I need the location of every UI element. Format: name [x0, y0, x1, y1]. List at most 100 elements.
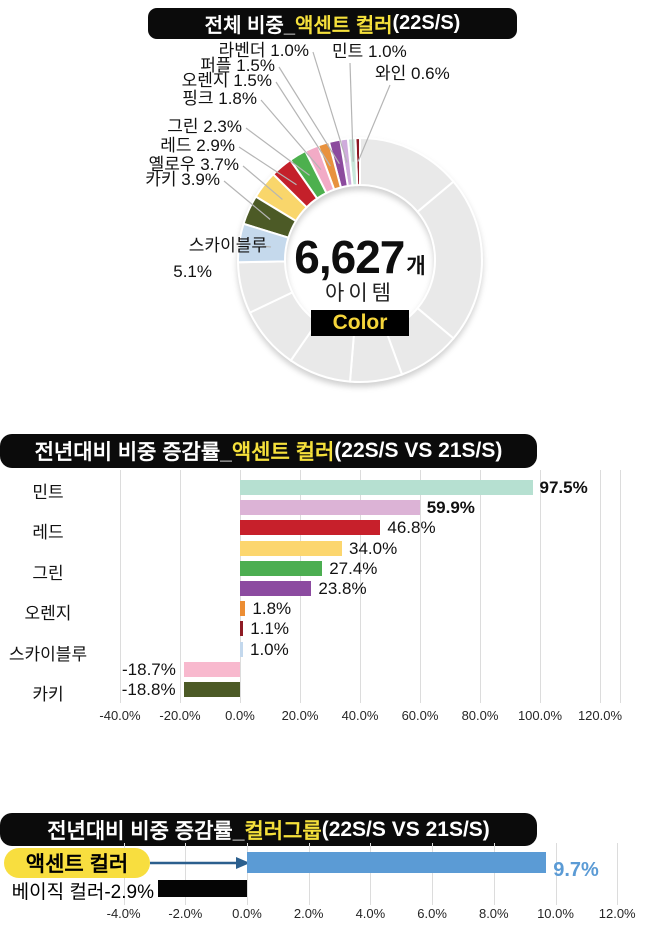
chart2-value-label: -18.8%	[121, 680, 176, 699]
chart3-title-bar: 전년대비 비중 증감률_ 컬러그룹 (22S/S VS 21S/S)	[0, 813, 537, 846]
chart2-value-label: 34.0%	[349, 538, 398, 558]
chart2-gridline	[420, 470, 421, 703]
chart2-axis-tick: -40.0%	[99, 708, 141, 723]
chart3-title-suffix: (22S/S VS 21S/S)	[321, 817, 490, 841]
item-count: 6,627	[294, 231, 405, 283]
chart1-title-bar: 전체 비중_ 액센트 컬러 (22S/S)	[148, 8, 517, 39]
donut-center-label: 6,627개 아이템 Color	[260, 231, 460, 337]
chart2-title-prefix: 전년대비 비중 증감률_	[34, 441, 232, 464]
donut-label-카키: 카키 3.9%	[145, 170, 220, 189]
chart3-axis-tick: 4.0%	[355, 906, 386, 921]
chart3-title-highlight: 컬러그룹	[244, 819, 322, 843]
item-count-unit: 개	[406, 255, 426, 278]
donut-leader-line	[242, 165, 283, 200]
chart2-category-스카이블루: 스카이블루	[8, 644, 88, 664]
chart3-gridline	[493, 843, 495, 905]
chart2-gridline	[120, 470, 121, 703]
donut-leader-line	[357, 84, 391, 162]
chart2-bar-오렌지	[240, 601, 246, 617]
chart3-gridline	[617, 843, 619, 905]
color-badge: Color	[310, 310, 410, 337]
chart2-axis-tick: 80.0%	[461, 708, 499, 723]
chart2-title-highlight: 액센트 컬러	[231, 441, 335, 464]
chart2-bar-민트	[240, 480, 533, 495]
donut-leader-line	[238, 146, 297, 186]
donut-label-그린: 그린 2.3%	[167, 117, 242, 136]
chart2-category-카키: 카키	[32, 685, 64, 704]
chart3-axis-tick: 12.0%	[598, 906, 636, 921]
chart2-value-label: 1.1%	[250, 619, 290, 639]
chart2-category-민트: 민트	[32, 483, 64, 502]
donut-label-핑크: 핑크 1.8%	[182, 89, 257, 108]
chart2-value-label: 97.5%	[539, 478, 588, 497]
donut-label-퍼플: 퍼플 1.5%	[200, 56, 275, 75]
chart2-gridline	[600, 470, 601, 703]
accent-color-callout: 액센트 컬러	[4, 848, 150, 878]
arrow-to-bar	[150, 857, 250, 869]
chart2-axis-tick: 40.0%	[341, 708, 379, 723]
donut-slice-스카이블루	[236, 222, 290, 264]
chart3-accent-value: 9.7%	[553, 859, 599, 881]
chart3-bar-basic	[157, 880, 247, 897]
chart2-bar-7	[240, 621, 244, 637]
accent-change-plot: -40.0% -20.0% 0.0% 20.0% 40.0% 60.0% 80.0% 100.…	[0, 470, 650, 725]
chart2-value-label: 1.8%	[252, 599, 292, 619]
donut-leader-line	[223, 180, 271, 220]
chart3-axis-tick: -4.0%	[106, 906, 141, 921]
donut-leader-line	[275, 81, 331, 167]
donut-label-민트: 민트 1.0%	[332, 42, 407, 61]
chart3-axis-tick: 0.0%	[232, 906, 262, 921]
chart2-bar-5	[240, 581, 312, 596]
chart3-basic-label: 베이직 컬러-2.9%	[11, 882, 154, 903]
chart1-title-highlight: 액센트 컬러	[294, 15, 393, 37]
donut-leader-line	[260, 99, 322, 170]
chart2-axis-tick: 60.0%	[401, 708, 439, 723]
chart3-axis-tick: 2.0%	[293, 906, 324, 921]
chart3-bar-accent	[247, 852, 547, 873]
chart2-value-label: 23.8%	[318, 579, 367, 598]
chart2-gridline	[480, 470, 481, 703]
chart3-title-prefix: 전년대비 비중 증감률_	[47, 819, 245, 843]
chart3-gridline	[555, 843, 557, 905]
chart2-bar-카키	[183, 682, 240, 697]
donut-label-오렌지: 오렌지 1.5%	[182, 71, 272, 90]
chart2-value-label: 59.9%	[426, 498, 475, 518]
donut-label-와인: 와인 0.6%	[375, 64, 450, 83]
chart2-category-그린: 그린	[32, 563, 64, 583]
chart2-bar-스카이블루	[240, 641, 243, 657]
chart2-category-레드: 레드	[32, 523, 64, 543]
chart3-gridline	[185, 843, 187, 905]
donut-label-레드: 레드 2.9%	[160, 136, 235, 155]
chart1-title-prefix: 전체 비중_	[204, 15, 295, 37]
chart2-axis-tick: 120.0%	[577, 708, 623, 723]
chart2-axis-tick: -20.0%	[159, 708, 201, 723]
donut-leader-line	[349, 62, 354, 162]
chart2-axis-tick: 0.0%	[225, 708, 255, 723]
chart2-value-label: 46.8%	[387, 518, 436, 538]
donut-leader-line	[278, 66, 340, 165]
chart3-gridline	[247, 843, 248, 905]
donut-leader-line	[312, 51, 348, 163]
chart2-bar-1	[240, 500, 420, 516]
chart2-value-label: 27.4%	[329, 558, 378, 578]
chart2-bar-레드	[240, 520, 381, 536]
chart3-axis-tick: 10.0%	[537, 906, 574, 921]
chart2-value-label: 1.0%	[250, 639, 289, 659]
chart3-axis-tick: 8.0%	[478, 906, 509, 921]
chart2-title-bar: 전년대비 비중 증감률_ 액센트 컬러 (22S/S VS 21S/S)	[0, 434, 537, 468]
chart2-bar-그린	[240, 560, 323, 576]
chart2-gridline	[540, 470, 541, 703]
chart1-title-suffix: (22S/S)	[392, 12, 461, 34]
chart3-axis-tick: 6.0%	[417, 906, 447, 921]
donut-chart: 와인 0.6% 민트 1.0% 라벤더 1.0%퍼플 1.5%오렌지 1.5%핑크 …	[145, 41, 483, 383]
donut-label-스카이블루: 스카이블루	[189, 236, 267, 255]
chart2-title-suffix: (22S/S VS 21S/S)	[334, 439, 503, 462]
chart2-gridline	[180, 470, 181, 703]
chart2-bar-9	[183, 661, 240, 677]
group-change-plot: -4.0% -2.0% 0.0% 2.0% 4.0% 6.0% 8.0% 10.0% 12.0%…	[0, 840, 650, 925]
chart2-bar-3	[240, 540, 342, 556]
chart2-axis-tick: 20.0%	[281, 708, 319, 723]
donut-leader-line	[245, 127, 310, 176]
donut-label-라벤더: 라벤더 1.0%	[219, 41, 309, 60]
